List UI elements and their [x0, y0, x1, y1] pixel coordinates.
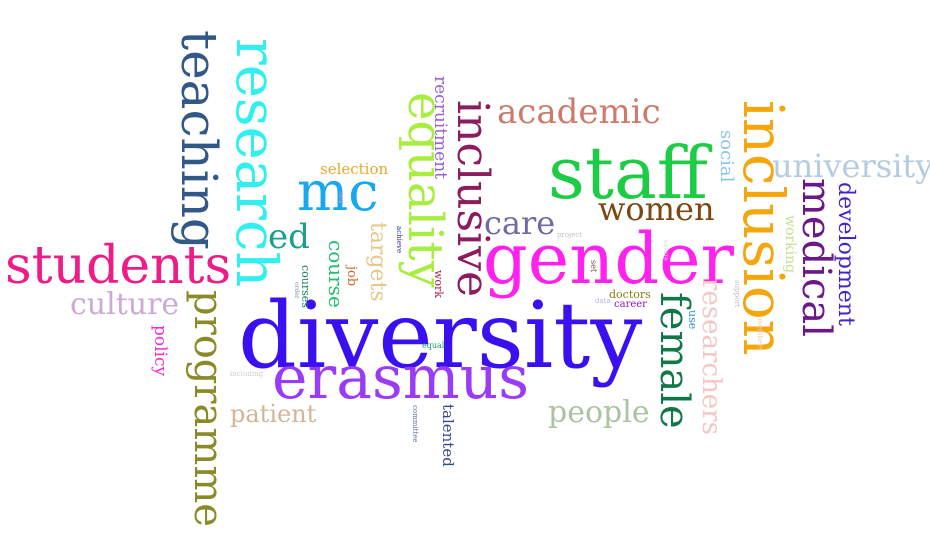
- word-project: project: [557, 231, 583, 239]
- word-use: use: [686, 310, 699, 330]
- word-courses: courses: [299, 265, 312, 308]
- word-women: women: [598, 190, 715, 228]
- word-selection: selection: [320, 160, 389, 178]
- word-gender: gender: [483, 218, 735, 300]
- word-academic: academic: [497, 92, 661, 132]
- word-people: people: [548, 395, 650, 430]
- word-set: set: [589, 260, 598, 273]
- word-targets: targets: [365, 222, 390, 302]
- word-mc: mc: [297, 160, 379, 223]
- word-care: care: [484, 204, 556, 242]
- word-achieve: achieve: [395, 226, 403, 254]
- word-data: data: [595, 297, 611, 305]
- word-ed: ed: [268, 217, 310, 257]
- word-job: job: [344, 266, 359, 287]
- word-patient: patient: [230, 400, 317, 428]
- word-working: working: [782, 215, 798, 274]
- word-policy: policy: [150, 325, 170, 377]
- word-including: including: [230, 370, 264, 378]
- word-staff: staff: [548, 131, 708, 215]
- word-equal: equal: [422, 341, 445, 350]
- word-development: development: [833, 182, 858, 326]
- word-teaching: teaching: [170, 30, 228, 250]
- word-erasmus: erasmus: [272, 343, 530, 413]
- word-inclusive: inclusive: [447, 100, 498, 298]
- word-career: career: [614, 299, 647, 310]
- word-researchers: researchers: [696, 278, 726, 435]
- word-programme: programme: [185, 290, 231, 527]
- word-doctors: doctors: [609, 288, 651, 301]
- word-course: course: [324, 240, 348, 308]
- word-medical: medical: [793, 178, 839, 338]
- word-work: work: [432, 270, 445, 298]
- word-order: order: [293, 282, 300, 299]
- word-members: members: [756, 318, 764, 351]
- word-sex: sex: [337, 192, 345, 204]
- word-support: support: [733, 280, 741, 308]
- word-diversity: diversity: [238, 282, 643, 389]
- word-students: students: [5, 236, 232, 296]
- word-talented: talented: [439, 404, 457, 467]
- word-social: social: [716, 130, 737, 183]
- word-recruitment: recruitment: [430, 76, 450, 180]
- word-committee: committee: [411, 405, 419, 443]
- word-ensure: ensure: [662, 240, 669, 261]
- word-university: university: [772, 147, 930, 185]
- word-culture: culture: [70, 287, 180, 322]
